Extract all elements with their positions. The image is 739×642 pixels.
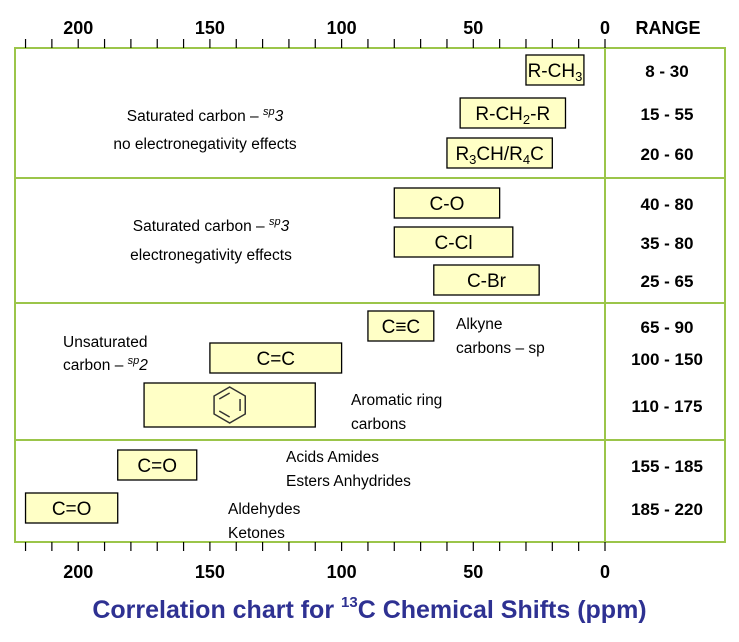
bar-8 bbox=[209, 342, 343, 374]
plot-frame bbox=[14, 47, 726, 543]
range-label-2: 15 - 55 bbox=[641, 105, 694, 124]
top-tick-label-100: 100 bbox=[327, 18, 357, 38]
bar-label-7: C≡C bbox=[382, 317, 421, 338]
group-label-2-line-1: Saturated carbon – sp3 bbox=[133, 216, 290, 235]
top-tick-label-200: 200 bbox=[63, 18, 93, 38]
range-label-4: 40 - 80 bbox=[641, 195, 694, 214]
group-label-3-line-2: carbon – sp2 bbox=[63, 355, 148, 374]
bar-label-2: R-CH2-R bbox=[475, 104, 550, 127]
bar-11 bbox=[24, 492, 119, 524]
bar-label-10: C=O bbox=[137, 456, 177, 477]
top-tick-label-50: 50 bbox=[463, 18, 483, 38]
bar-5 bbox=[393, 226, 514, 258]
bar-label-3: R3CH/R4C bbox=[455, 144, 543, 167]
bar-9 bbox=[143, 382, 316, 428]
group-label-1-line-2: no electronegativity effects bbox=[113, 136, 296, 153]
bottom-tick-label-50: 50 bbox=[463, 562, 483, 582]
range-label-7: 65 - 90 bbox=[641, 318, 694, 337]
bottom-tick-label-150: 150 bbox=[195, 562, 225, 582]
bottom-tick-label-100: 100 bbox=[327, 562, 357, 582]
group-label-3-line-1: Unsaturated bbox=[63, 334, 147, 351]
top-tick-label-150: 150 bbox=[195, 18, 225, 38]
range-label-10: 155 - 185 bbox=[631, 457, 703, 476]
benzene-ring-icon bbox=[213, 386, 247, 424]
range-header: RANGE bbox=[635, 18, 700, 38]
group-label-7-line-2: Ketones bbox=[228, 525, 285, 542]
range-label-1: 8 - 30 bbox=[645, 62, 688, 81]
bar-label-4: C-O bbox=[430, 194, 465, 215]
range-label-5: 35 - 80 bbox=[641, 234, 694, 253]
group-label-5-line-2: carbons bbox=[351, 416, 406, 433]
group-label-7-line-1: Aldehydes bbox=[228, 501, 301, 518]
bar-label-1: R-CH3 bbox=[528, 61, 583, 84]
range-label-3: 20 - 60 bbox=[641, 145, 694, 164]
chart-title: Correlation chart for 13C Chemical Shift… bbox=[92, 594, 647, 624]
top-tick-label-0: 0 bbox=[600, 18, 610, 38]
bar-2 bbox=[459, 97, 567, 129]
bar-label-5: C-Cl bbox=[435, 233, 473, 254]
bar-1 bbox=[525, 54, 585, 86]
group-label-4-line-1: Alkyne bbox=[456, 316, 503, 333]
bar-7 bbox=[367, 310, 435, 342]
bar-label-8: C=C bbox=[256, 349, 295, 370]
group-label-6-line-1: Acids Amides bbox=[286, 449, 379, 466]
bar-label-11: C=O bbox=[52, 499, 92, 520]
chart: 200 200 150 150 100 100 50 50 0 0 RANGE R-CH3 8 - 3… bbox=[14, 18, 726, 582]
range-label-6: 25 - 65 bbox=[641, 272, 694, 291]
bar-3 bbox=[446, 137, 553, 169]
range-label-9: 110 - 175 bbox=[632, 397, 703, 416]
group-label-5-line-1: Aromatic ring bbox=[351, 392, 442, 409]
range-label-8: 100 - 150 bbox=[631, 350, 703, 369]
bar-10 bbox=[117, 449, 198, 481]
bar-6 bbox=[433, 264, 540, 296]
bar-label-6: C-Br bbox=[467, 271, 507, 292]
group-label-4-line-2: carbons – sp bbox=[456, 340, 545, 357]
bottom-tick-label-0: 0 bbox=[600, 562, 610, 582]
bottom-tick-label-200: 200 bbox=[63, 562, 93, 582]
bar-4 bbox=[393, 187, 501, 219]
group-label-1-line-1: Saturated carbon – sp3 bbox=[127, 106, 284, 125]
group-label-6-line-2: Esters Anhydrides bbox=[286, 473, 411, 490]
group-label-2-line-2: electronegativity effects bbox=[130, 247, 292, 264]
range-label-11: 185 - 220 bbox=[631, 500, 703, 519]
